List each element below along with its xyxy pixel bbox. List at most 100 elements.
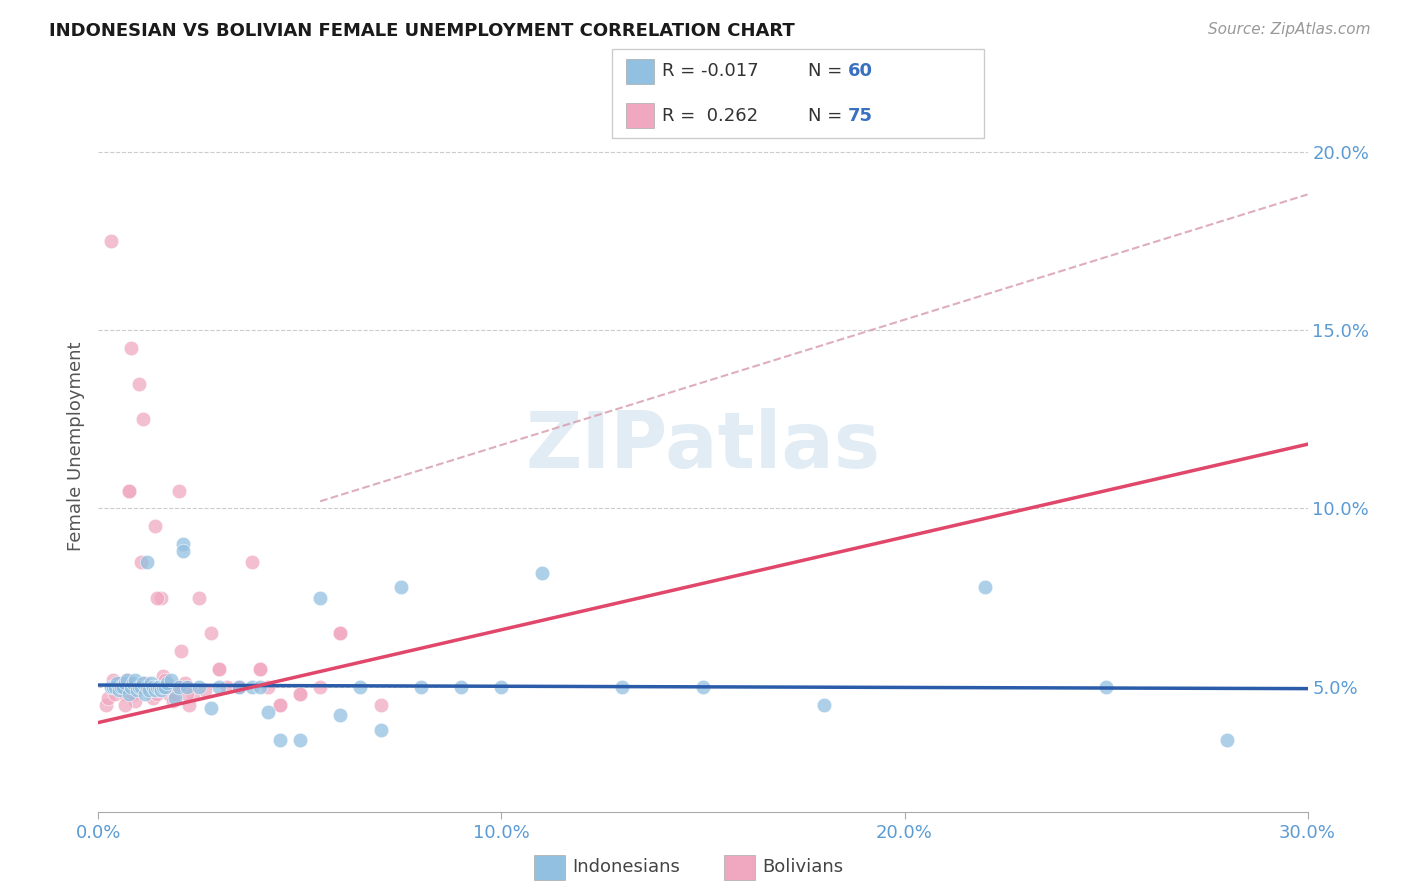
Point <box>110 680 132 694</box>
Point <box>114 676 136 690</box>
Point <box>121 676 143 690</box>
Point <box>813 698 835 712</box>
Point <box>188 680 211 694</box>
Point <box>142 690 165 705</box>
Point <box>128 376 150 391</box>
Point <box>148 680 170 694</box>
Point <box>101 673 124 687</box>
Text: R =  0.262: R = 0.262 <box>662 107 758 125</box>
Point <box>107 676 129 690</box>
Point <box>120 680 142 694</box>
Point <box>120 341 142 355</box>
Point <box>157 687 180 701</box>
Point <box>329 708 352 723</box>
Point <box>309 680 332 694</box>
Text: Source: ZipAtlas.com: Source: ZipAtlas.com <box>1208 22 1371 37</box>
Point <box>139 680 162 694</box>
Point <box>692 680 714 694</box>
Point <box>329 626 352 640</box>
Point <box>139 676 162 690</box>
Point <box>156 680 179 694</box>
Point <box>152 680 174 694</box>
Point <box>103 687 125 701</box>
Point <box>135 555 157 569</box>
Point <box>121 687 143 701</box>
Point <box>139 680 162 694</box>
Point <box>208 662 231 676</box>
Point <box>288 687 311 701</box>
Point <box>152 669 174 683</box>
Point <box>256 705 278 719</box>
Text: 60: 60 <box>848 62 873 80</box>
Point <box>138 683 160 698</box>
Text: Indonesians: Indonesians <box>572 858 681 876</box>
Point <box>125 680 148 694</box>
Y-axis label: Female Unemployment: Female Unemployment <box>66 342 84 550</box>
Point <box>256 680 278 694</box>
Point <box>491 680 513 694</box>
Point <box>105 676 128 690</box>
Point <box>249 680 271 694</box>
Point <box>101 680 124 694</box>
Point <box>389 580 412 594</box>
Point <box>153 680 176 694</box>
Point <box>228 680 250 694</box>
Point <box>167 680 190 694</box>
Point <box>249 662 271 676</box>
Point <box>111 680 134 694</box>
Point <box>111 680 134 694</box>
Point <box>142 680 165 694</box>
Point <box>124 673 146 687</box>
Point <box>143 519 166 533</box>
Point <box>107 683 129 698</box>
Point <box>176 687 198 701</box>
Point <box>249 662 271 676</box>
Point <box>163 690 186 705</box>
Point <box>370 698 392 712</box>
Point <box>176 680 198 694</box>
Point <box>110 683 132 698</box>
Point <box>172 537 194 551</box>
Text: R = -0.017: R = -0.017 <box>662 62 759 80</box>
Point <box>329 626 352 640</box>
Point <box>134 687 156 701</box>
Point <box>208 662 231 676</box>
Point <box>146 680 169 694</box>
Point <box>176 680 198 694</box>
Point <box>115 673 138 687</box>
Point <box>172 680 194 694</box>
Point <box>166 680 188 694</box>
Point <box>409 680 432 694</box>
Point <box>163 687 186 701</box>
Point <box>181 687 204 701</box>
Text: N =: N = <box>808 107 842 125</box>
Point <box>172 544 194 558</box>
Point <box>149 591 172 605</box>
Point <box>228 680 250 694</box>
Point <box>156 680 179 694</box>
Text: N =: N = <box>808 62 842 80</box>
Point <box>240 555 263 569</box>
Point <box>124 680 146 694</box>
Point <box>96 698 118 712</box>
Point <box>200 701 222 715</box>
Point <box>124 694 146 708</box>
Point <box>179 698 201 712</box>
Point <box>156 676 179 690</box>
Point <box>129 555 152 569</box>
Point <box>200 626 222 640</box>
Point <box>146 687 169 701</box>
Point <box>167 680 190 694</box>
Point <box>138 683 160 698</box>
Point <box>135 680 157 694</box>
Point <box>160 673 183 687</box>
Point <box>450 680 472 694</box>
Point <box>100 680 122 694</box>
Point <box>105 680 128 694</box>
Point <box>188 591 211 605</box>
Point <box>149 683 172 698</box>
Point <box>194 683 217 698</box>
Point <box>170 644 193 658</box>
Point <box>135 680 157 694</box>
Point <box>269 698 291 712</box>
